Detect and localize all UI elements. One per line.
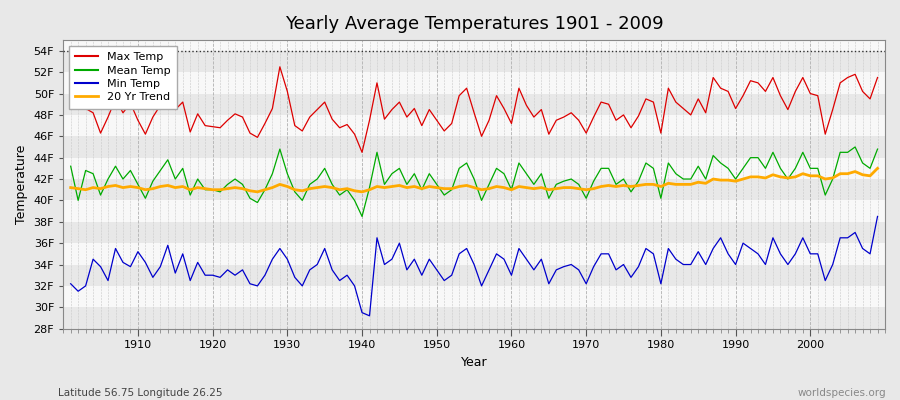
Title: Yearly Average Temperatures 1901 - 2009: Yearly Average Temperatures 1901 - 2009 [284, 15, 663, 33]
Legend: Max Temp, Mean Temp, Min Temp, 20 Yr Trend: Max Temp, Mean Temp, Min Temp, 20 Yr Tre… [68, 46, 176, 109]
Bar [63, 222, 885, 243]
X-axis label: Year: Year [461, 356, 488, 369]
Bar [63, 94, 885, 115]
Bar [63, 179, 885, 200]
Bar [63, 136, 885, 158]
Bar [63, 243, 885, 264]
Y-axis label: Temperature: Temperature [15, 145, 28, 224]
Bar [63, 200, 885, 222]
Text: Latitude 56.75 Longitude 26.25: Latitude 56.75 Longitude 26.25 [58, 388, 223, 398]
Bar [63, 51, 885, 72]
Bar [63, 115, 885, 136]
Bar [63, 286, 885, 307]
Bar [63, 158, 885, 179]
Text: worldspecies.org: worldspecies.org [798, 388, 886, 398]
Bar [63, 72, 885, 94]
Bar [63, 264, 885, 286]
Bar [63, 307, 885, 329]
